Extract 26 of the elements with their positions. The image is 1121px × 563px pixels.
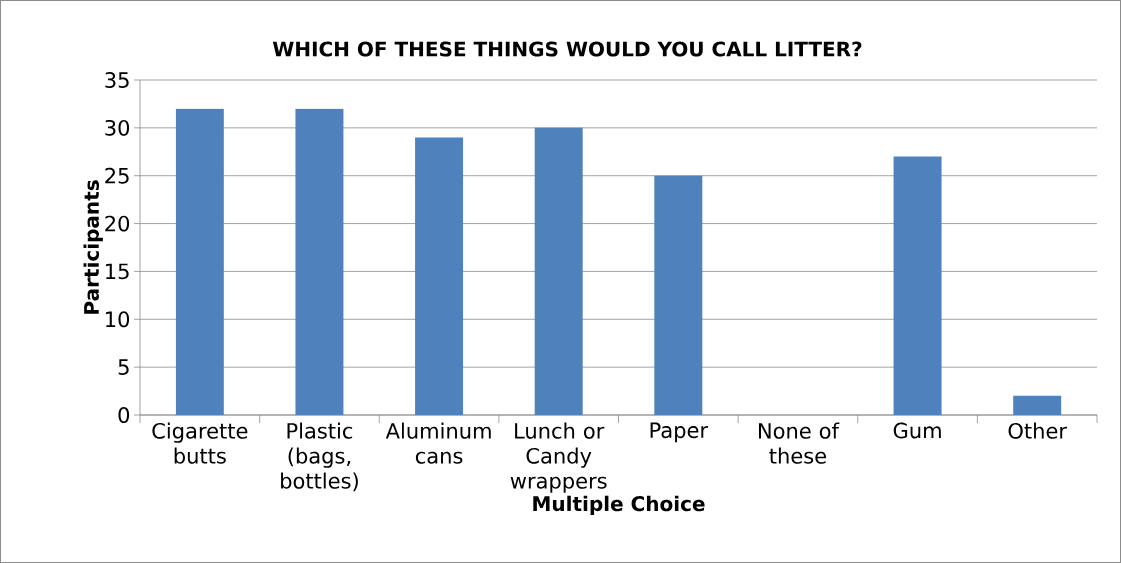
y-tick-label: 20 (105, 215, 130, 232)
x-tick-label: Aluminum cans (385, 422, 491, 464)
x-axis-title: Multiple Choice (533, 495, 705, 516)
x-tick-label: Plastic (bags, bottles) (281, 422, 358, 492)
bar (295, 108, 344, 415)
y-tick-label: 10 (106, 311, 130, 328)
bar (893, 156, 942, 415)
y-axis-title: Participants (83, 180, 103, 314)
y-tick-label: 0 (118, 407, 130, 423)
y-tick-label: 25 (105, 167, 129, 184)
x-tick-label: Other (1008, 422, 1068, 439)
bar (415, 137, 464, 415)
bar (534, 127, 583, 415)
chart-title: WHICH OF THESE THINGS WOULD YOU CALL LITTER? (272, 41, 862, 57)
bar (175, 108, 224, 415)
x-tick-label: Lunch or Candy wrappers (510, 422, 607, 493)
x-tick-label: Cigarette butts (152, 422, 248, 464)
y-tick-label: 15 (106, 263, 129, 280)
bar (1013, 395, 1062, 415)
y-tick-label: 35 (105, 72, 129, 88)
x-tick-label: None of these (758, 422, 840, 464)
y-tick-label: 5 (118, 359, 129, 375)
y-tick-label: 30 (105, 119, 130, 136)
bar (654, 175, 703, 415)
x-tick-label: Gum (893, 422, 941, 439)
x-tick-label: Paper (650, 422, 709, 443)
